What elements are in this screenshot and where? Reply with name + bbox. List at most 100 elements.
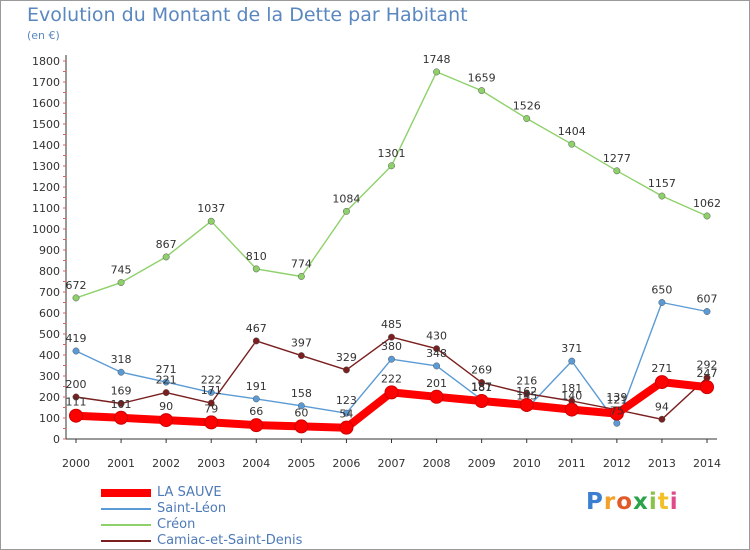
data-label-creon: 1404 [558,125,586,138]
data-label-creon: 1526 [513,100,541,113]
data-point-la-sauve [69,408,83,423]
data-label-saint-leon: 75 [610,404,624,417]
y-tick-label: 1100 [32,202,60,215]
data-point-saint-leon [388,355,395,363]
data-point-la-sauve [429,389,444,404]
data-label-creon: 1037 [197,202,225,215]
series-line-creon [75,71,708,299]
data-label-la-sauve: 90 [159,400,173,413]
data-point-camiac-et-saint-denis [388,333,395,341]
data-label-camiac-et-saint-denis: 269 [471,364,492,377]
data-label-saint-leon: 607 [697,293,718,306]
axes: 0 100 200 300 400 500 600 700 800 900 1000 1100 1200… [32,55,721,470]
data-label-saint-leon: 145 [516,390,537,403]
data-label-la-sauve: 79 [204,402,218,415]
data-label-creon: 1277 [603,152,631,165]
y-tick-label: 1500 [32,118,60,131]
data-point-la-sauve [339,420,354,435]
x-tick-label: 2012 [603,457,631,470]
data-point-camiac-et-saint-denis [433,345,441,353]
data-label-camiac-et-saint-denis: 221 [156,374,177,387]
data-point-camiac-et-saint-denis [297,352,305,360]
y-tick-label: 1300 [32,160,60,173]
data-point-la-sauve [474,393,489,408]
data-label-la-sauve: 60 [294,406,308,419]
y-tick-label: 400 [39,349,60,362]
y-tick-label: 800 [39,265,60,278]
data-point-saint-leon [162,378,170,386]
data-point-creon [297,273,305,280]
data-label-saint-leon: 222 [201,373,222,386]
data-label-saint-leon: 187 [471,381,492,394]
data-point-saint-leon [297,402,305,410]
data-point-creon [342,207,350,215]
data-label-camiac-et-saint-denis: 329 [336,351,357,364]
data-point-camiac-et-saint-denis [478,379,486,386]
data-label-saint-leon: 650 [651,284,672,297]
x-tick-label: 2004 [242,457,270,470]
data-point-saint-leon [433,362,441,370]
y-tick-label: 1600 [32,97,60,110]
data-point-la-sauve [564,402,579,417]
legend-label: Camiac-et-Saint-Denis [157,533,303,548]
data-label-camiac-et-saint-denis: 200 [66,378,87,391]
data-label-la-sauve: 66 [249,405,263,418]
data-label-saint-leon: 380 [381,340,402,353]
data-label-camiac-et-saint-denis: 430 [426,330,447,343]
y-tick-label: 100 [39,412,60,425]
data-point-creon [658,192,666,200]
data-label-creon: 867 [156,238,177,251]
y-tick-label: 900 [39,244,60,257]
x-tick-label: 2013 [648,457,676,470]
data-label-la-sauve: 140 [561,390,582,403]
chart-title: Evolution du Montant de la Dette par Hab… [27,4,468,26]
data-point-creon [252,265,260,273]
data-point-la-sauve [249,418,264,433]
data-label-creon: 672 [66,279,87,292]
data-point-saint-leon [117,368,125,376]
logo-letter: i [669,489,679,515]
data-point-creon [162,253,170,261]
x-tick-label: 2006 [332,457,360,470]
data-point-creon [207,217,215,225]
series-layer [69,68,714,435]
data-label-creon: 745 [111,264,132,277]
logo-letter: o [616,489,634,515]
logo-letter: x [633,489,649,515]
data-label-saint-leon: 318 [111,353,132,366]
data-label-la-sauve: 247 [697,367,718,380]
y-tick-label: 600 [39,307,60,320]
x-tick-label: 2001 [107,457,135,470]
logo-letter: i [648,489,658,515]
data-label-la-sauve: 271 [651,362,672,375]
data-label-creon: 810 [246,250,267,263]
x-tick-label: 2007 [378,457,406,470]
data-label-la-sauve: 121 [606,394,627,407]
proxiti-logo: Proxiti [586,489,679,515]
data-label-la-sauve: 54 [339,408,353,421]
legend-swatch [101,508,151,510]
data-point-creon [478,87,486,95]
data-label-creon: 1157 [648,177,676,190]
legend-swatch [101,489,151,497]
y-tick-label: 0 [53,433,60,446]
y-tick-label: 1400 [32,139,60,152]
data-labels-layer: 672 745 867 1037 810 774 1084 1301 1748 1659 1526 1… [66,53,722,421]
data-label-camiac-et-saint-denis: 171 [201,384,222,397]
y-tick-label: 1800 [32,55,60,68]
data-label-saint-leon: 348 [426,347,447,360]
data-label-camiac-et-saint-denis: 139 [606,391,627,404]
data-label-la-sauve: 222 [381,372,402,385]
data-label-la-sauve: 111 [66,396,87,409]
data-point-creon [72,294,80,302]
data-label-creon: 1084 [332,192,360,205]
data-point-camiac-et-saint-denis [207,399,215,407]
data-point-creon [703,212,711,220]
y-tick-label: 200 [39,391,60,404]
data-point-camiac-et-saint-denis [117,400,125,407]
unit-label: (en €) [27,29,60,42]
logo-letter: P [586,489,604,515]
data-point-la-sauve [609,406,624,421]
data-label-creon: 1748 [423,53,451,66]
